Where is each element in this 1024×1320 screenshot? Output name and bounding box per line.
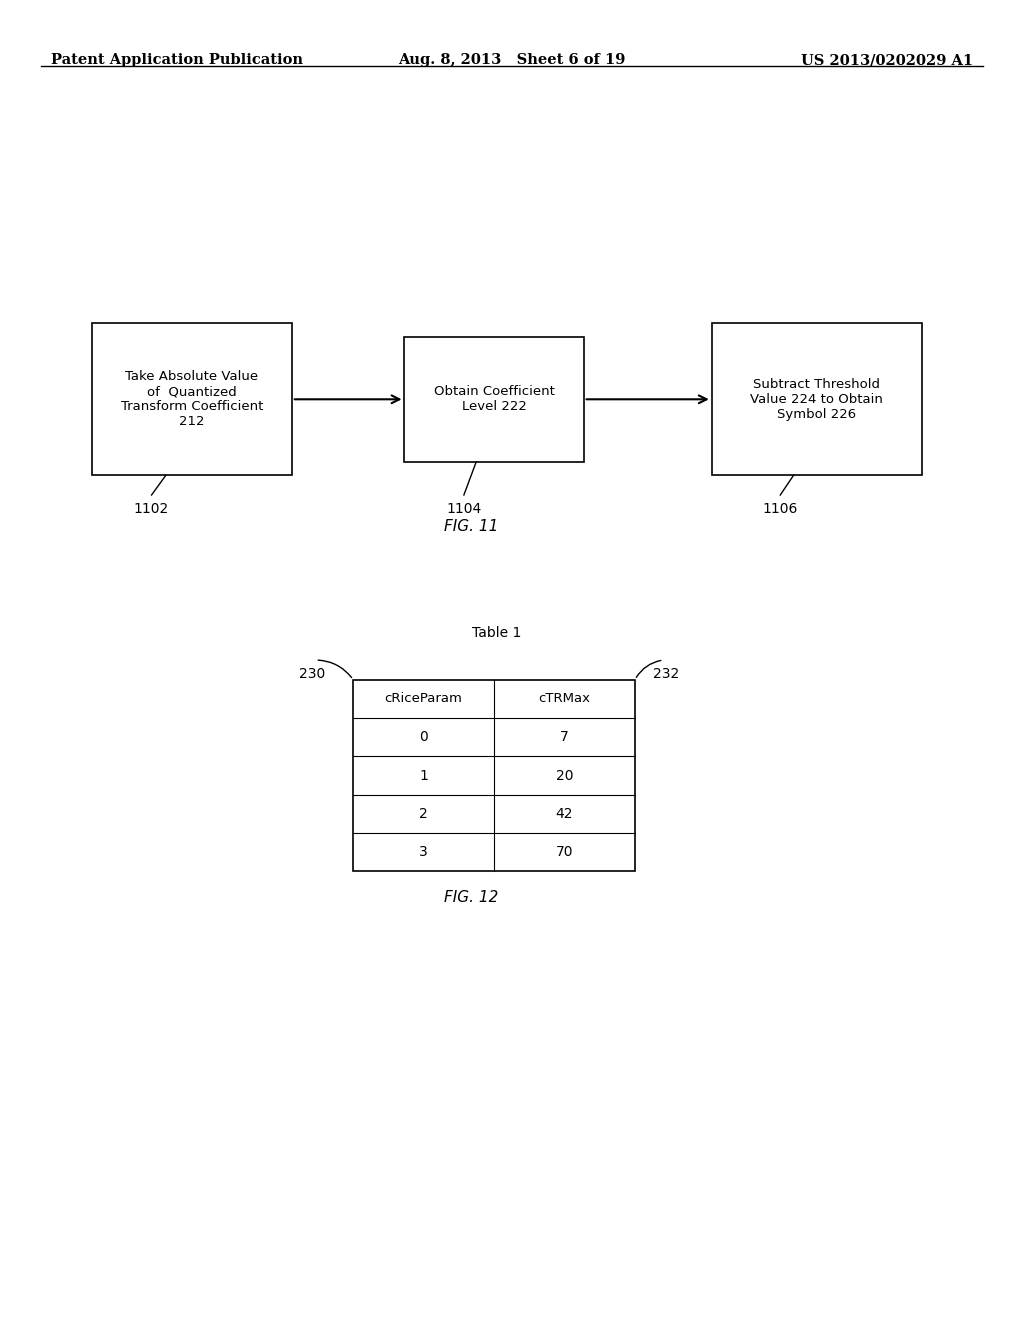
Text: US 2013/0202029 A1: US 2013/0202029 A1 — [801, 53, 973, 67]
Text: 1106: 1106 — [763, 502, 798, 516]
Text: 7: 7 — [560, 730, 569, 744]
Text: 0: 0 — [419, 730, 428, 744]
Text: 1102: 1102 — [134, 502, 169, 516]
Bar — [92, 323, 292, 475]
Text: cTRMax: cTRMax — [539, 693, 591, 705]
Text: 2: 2 — [419, 807, 428, 821]
Text: Patent Application Publication: Patent Application Publication — [51, 53, 303, 67]
Text: FIG. 11: FIG. 11 — [443, 519, 499, 533]
Text: FIG. 12: FIG. 12 — [443, 890, 499, 904]
Text: Aug. 8, 2013   Sheet 6 of 19: Aug. 8, 2013 Sheet 6 of 19 — [398, 53, 626, 67]
Text: cRiceParam: cRiceParam — [385, 693, 463, 705]
Text: Subtract Threshold
Value 224 to Obtain
Symbol 226: Subtract Threshold Value 224 to Obtain S… — [751, 378, 883, 421]
Text: 1: 1 — [419, 768, 428, 783]
Text: 1104: 1104 — [446, 502, 481, 516]
Text: Table 1: Table 1 — [472, 626, 521, 640]
Text: Take Absolute Value
of  Quantized
Transform Coefficient
212: Take Absolute Value of Quantized Transfo… — [121, 371, 263, 428]
Text: Obtain Coefficient
Level 222: Obtain Coefficient Level 222 — [433, 385, 555, 413]
Text: 230: 230 — [299, 667, 326, 681]
Text: 232: 232 — [653, 667, 680, 681]
Text: 3: 3 — [419, 845, 428, 859]
Text: 42: 42 — [556, 807, 573, 821]
Text: 20: 20 — [556, 768, 573, 783]
Bar — [712, 323, 922, 475]
Bar — [404, 337, 584, 462]
Bar — [353, 680, 635, 871]
Text: 70: 70 — [556, 845, 573, 859]
